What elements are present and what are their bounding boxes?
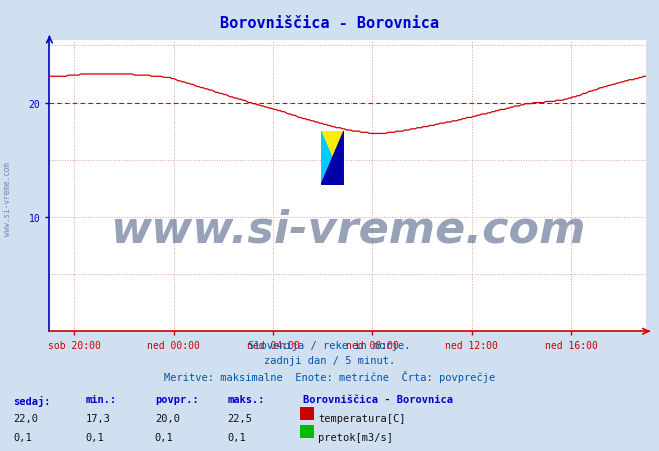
Text: www.si-vreme.com: www.si-vreme.com <box>110 208 585 251</box>
Text: povpr.:: povpr.: <box>155 395 198 405</box>
Text: zadnji dan / 5 minut.: zadnji dan / 5 minut. <box>264 355 395 365</box>
Text: min.:: min.: <box>86 395 117 405</box>
Text: 22,0: 22,0 <box>13 414 38 423</box>
Polygon shape <box>321 132 344 186</box>
Text: 0,1: 0,1 <box>155 432 173 442</box>
Text: www.si-vreme.com: www.si-vreme.com <box>3 161 13 235</box>
Text: pretok[m3/s]: pretok[m3/s] <box>318 432 393 442</box>
Text: 22,5: 22,5 <box>227 414 252 423</box>
Text: 17,3: 17,3 <box>86 414 111 423</box>
Text: 0,1: 0,1 <box>86 432 104 442</box>
Text: maks.:: maks.: <box>227 395 265 405</box>
Text: temperatura[C]: temperatura[C] <box>318 414 406 423</box>
Text: 0,1: 0,1 <box>227 432 246 442</box>
Text: Borovniščica - Borovnica: Borovniščica - Borovnica <box>220 16 439 31</box>
Text: Slovenija / reke in morje.: Slovenija / reke in morje. <box>248 341 411 350</box>
Polygon shape <box>321 132 344 186</box>
Text: Borovniščica - Borovnica: Borovniščica - Borovnica <box>303 395 453 405</box>
Text: sedaj:: sedaj: <box>13 395 51 405</box>
Text: 20,0: 20,0 <box>155 414 180 423</box>
Text: Meritve: maksimalne  Enote: metrične  Črta: povprečje: Meritve: maksimalne Enote: metrične Črta… <box>164 370 495 382</box>
Polygon shape <box>321 132 344 186</box>
Text: 0,1: 0,1 <box>13 432 32 442</box>
